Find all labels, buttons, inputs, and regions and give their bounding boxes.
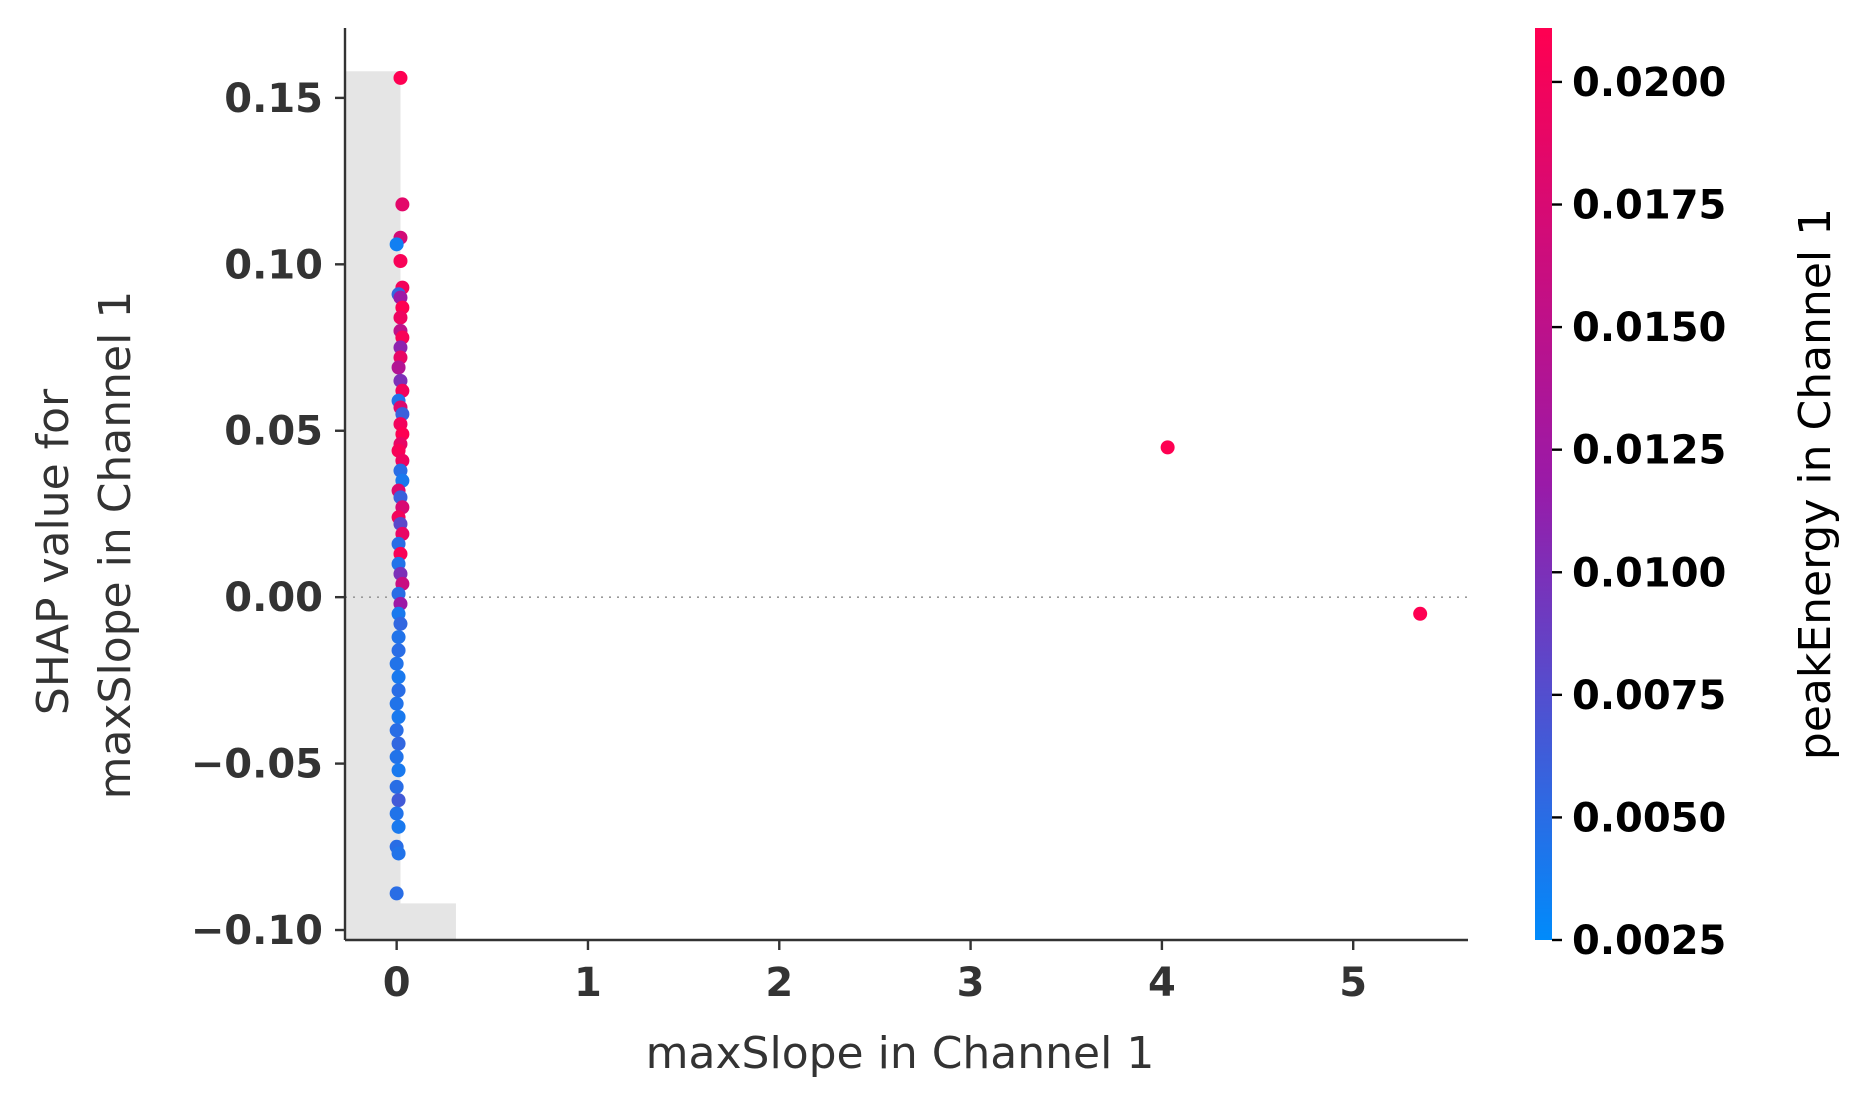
scatter-point-58 (391, 846, 406, 861)
colorbar-tick-label-0: 0.0025 (1572, 918, 1726, 964)
y-axis-label: SHAP value for maxSlope in Channel 1 (28, 291, 141, 800)
scatter-point-3 (389, 237, 404, 252)
histogram-bar-1 (400, 903, 456, 940)
scatter-point-56 (391, 819, 406, 834)
scatter-point-60 (1160, 440, 1175, 455)
colorbar-tick-label-4: 0.0125 (1572, 428, 1726, 474)
colorbar-tick-label-3: 0.0100 (1572, 550, 1726, 596)
colorbar-tick-label-7: 0.0200 (1572, 60, 1726, 106)
scatter-point-14 (391, 360, 406, 375)
colorbar-tick-label-2: 0.0075 (1572, 673, 1726, 719)
y-tick-label-1: 0.10 (224, 242, 323, 288)
colorbar-label: peakEnergy in Channel 1 (1790, 208, 1841, 760)
scatter-point-53 (389, 779, 404, 794)
y-axis-label-line2: maxSlope in Channel 1 (90, 291, 141, 800)
colorbar-tick-label-6: 0.0175 (1572, 183, 1726, 229)
scatter-point-44 (389, 656, 404, 671)
scatter-point-45 (391, 670, 406, 685)
x-axis-ticks: 0 1 2 3 4 5 (383, 940, 1367, 1006)
colorbar (1535, 28, 1552, 940)
colorbar-ticks: 0.0025 0.0050 0.0075 0.0100 0.0125 0.0150 0.01… (1552, 60, 1726, 964)
scatter-point-52 (391, 763, 406, 778)
x-tick-label-2: 2 (765, 960, 793, 1006)
colorbar-tick-label-5: 0.0150 (1572, 305, 1726, 351)
scatter-point-47 (389, 696, 404, 711)
scatter-point-1 (395, 197, 410, 212)
y-axis-label-line1: SHAP value for (28, 388, 79, 715)
x-tick-label-4: 4 (1148, 960, 1176, 1006)
scatter-point-12 (393, 340, 408, 355)
y-tick-label-5: −0.10 (191, 908, 323, 954)
feature-histogram (345, 71, 456, 940)
scatter-point-59 (389, 886, 404, 901)
scatter-point-42 (391, 630, 406, 645)
x-axis-label: maxSlope in Channel 1 (646, 1028, 1155, 1079)
scatter-point-61 (1413, 606, 1428, 621)
scatter-point-51 (389, 749, 404, 764)
scatter-point-50 (391, 736, 406, 751)
scatter-point-0 (393, 70, 408, 85)
scatter-points (389, 70, 1428, 901)
scatter-point-9 (393, 310, 408, 325)
y-tick-label-4: −0.05 (191, 742, 323, 788)
scatter-point-41 (393, 616, 408, 631)
y-tick-label-3: 0.00 (224, 575, 323, 621)
x-tick-label-0: 0 (383, 960, 411, 1006)
scatter-point-55 (389, 806, 404, 821)
scatter-point-49 (389, 723, 404, 738)
y-tick-label-2: 0.05 (224, 409, 323, 455)
x-tick-label-3: 3 (957, 960, 985, 1006)
y-tick-label-0: 0.15 (224, 76, 323, 122)
scatter-point-43 (391, 643, 406, 658)
x-tick-label-1: 1 (574, 960, 602, 1006)
scatter-point-48 (391, 709, 406, 724)
colorbar-tick-label-1: 0.0050 (1572, 795, 1726, 841)
scatter-point-4 (393, 253, 408, 268)
histogram-bar-0 (345, 71, 401, 940)
scatter-point-54 (391, 793, 406, 808)
x-tick-label-5: 5 (1339, 960, 1367, 1006)
scatter-point-46 (391, 683, 406, 698)
y-axis-ticks: 0.15 0.10 0.05 0.00 −0.05 −0.10 (191, 76, 345, 954)
